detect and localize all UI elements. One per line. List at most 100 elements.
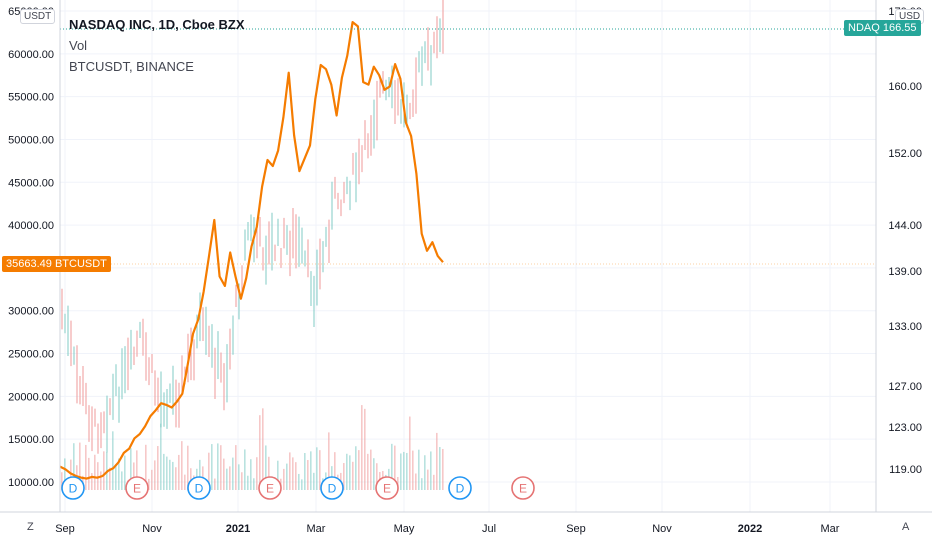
volume-bar <box>238 464 240 490</box>
volume-bar <box>250 459 252 490</box>
volume-bar <box>391 443 393 490</box>
btc-price-tag: 35663.49 BTCUSDT <box>2 256 111 272</box>
volume-bar <box>199 459 201 490</box>
volume-bar <box>364 408 366 490</box>
btc-line <box>59 21 444 480</box>
volume-bar <box>100 471 102 490</box>
btc-price-label: BTCUSDT <box>54 258 107 270</box>
left-tick-label: 45000.00 <box>8 177 54 189</box>
event-circle <box>448 476 472 500</box>
volume-bar <box>409 416 411 490</box>
volume-bar <box>343 463 345 490</box>
earnings-marker[interactable]: E <box>511 476 535 500</box>
event-circle <box>258 476 282 500</box>
auto-scale-button[interactable]: A <box>902 521 910 533</box>
volume-bar <box>415 473 417 490</box>
volume-bar <box>298 473 300 490</box>
volume-bar <box>91 473 93 490</box>
volume-bar <box>403 451 405 490</box>
earnings-marker[interactable]: E <box>125 476 149 500</box>
left-currency-label[interactable]: USDT <box>20 9 56 24</box>
volume-bar <box>133 462 135 490</box>
zoom-button[interactable]: Z <box>27 521 34 533</box>
volume-bar <box>166 456 168 490</box>
volume-bar <box>109 467 111 490</box>
volume-bar <box>328 432 330 490</box>
volume-bar <box>163 453 165 490</box>
event-label: D <box>328 482 337 496</box>
time-axis-ticks: Sep Nov 2021 Mar May Jul Sep Nov 2022 Mar <box>55 523 840 535</box>
volume-bar <box>268 456 270 490</box>
volume-bar <box>394 445 396 490</box>
time-tick-label: Nov <box>142 523 162 535</box>
volume-bar <box>220 445 222 490</box>
time-tick-label: Nov <box>652 523 672 535</box>
volume-bar <box>118 458 120 490</box>
volume-bar <box>235 445 237 490</box>
volume-bar <box>424 455 426 490</box>
earnings-marker[interactable]: E <box>258 476 282 500</box>
volume-bar <box>346 453 348 490</box>
left-tick-label: 55000.00 <box>8 92 54 104</box>
volume-bar <box>97 462 99 490</box>
dividend-marker[interactable]: D <box>448 476 472 500</box>
right-tick-label: 119.00 <box>889 464 922 476</box>
volume-bar <box>160 423 162 490</box>
earnings-marker[interactable]: E <box>375 476 399 500</box>
volume-bar <box>169 459 171 490</box>
volume-bar <box>94 454 96 490</box>
volume-bar <box>148 478 150 490</box>
volume-bar <box>223 458 225 490</box>
event-circle <box>61 476 85 500</box>
volume-bar <box>283 468 285 490</box>
time-tick-label: 2021 <box>226 523 250 535</box>
volume-bar <box>115 464 117 490</box>
right-tick-label: 133.00 <box>888 321 922 333</box>
volume-bar <box>427 469 429 490</box>
volume-bar <box>433 474 435 490</box>
legend-overlay[interactable]: BTCUSDT, BINANCE <box>69 59 194 74</box>
ndaq-price-value: 166.55 <box>882 22 917 34</box>
right-tick-label: 160.00 <box>888 81 922 93</box>
dividend-marker[interactable]: D <box>320 476 344 500</box>
event-circle <box>125 476 149 500</box>
event-label: E <box>133 482 141 496</box>
volume-bar <box>442 448 444 490</box>
right-axis-ticks: 170.00160.00152.00144.00139.00133.00127.… <box>888 6 922 476</box>
volume-bar <box>352 461 354 490</box>
dividend-marker[interactable]: D <box>187 476 211 500</box>
volume-bar <box>439 447 441 490</box>
volume-bar <box>154 460 156 490</box>
volume-bar <box>145 444 147 490</box>
volume-bar <box>88 457 90 490</box>
volume-bar <box>151 469 153 490</box>
event-circle <box>187 476 211 500</box>
volume-bar <box>112 431 114 490</box>
legend-indicator[interactable]: Vol <box>69 38 88 53</box>
volume-bar <box>64 458 66 490</box>
dividend-marker[interactable]: D <box>61 476 85 500</box>
volume-bar <box>130 448 132 490</box>
volume-bar <box>376 463 378 490</box>
volume-bar <box>265 445 267 490</box>
volume-bar <box>70 459 72 490</box>
volume-bar <box>241 472 243 490</box>
volume-bar <box>73 443 75 490</box>
volume-bar <box>355 446 357 490</box>
volume-bar <box>310 451 312 490</box>
right-tick-label: 152.00 <box>888 148 922 160</box>
volume-bar <box>307 460 309 490</box>
event-label: E <box>266 482 274 496</box>
volume-bar <box>295 462 297 490</box>
left-axis-ticks: 65000.0060000.0055000.0050000.0045000.00… <box>8 6 54 489</box>
volume-bar <box>61 472 63 490</box>
volume-bar <box>172 461 174 490</box>
ndaq-price-label: NDAQ <box>848 22 880 34</box>
legend-title[interactable]: NASDAQ INC, 1D, Cboe BZX <box>69 17 245 32</box>
volume-bar <box>316 447 318 490</box>
volume-bar <box>373 458 375 490</box>
volume-bar <box>214 478 216 490</box>
btc-price-value: 35663.49 <box>6 258 52 270</box>
